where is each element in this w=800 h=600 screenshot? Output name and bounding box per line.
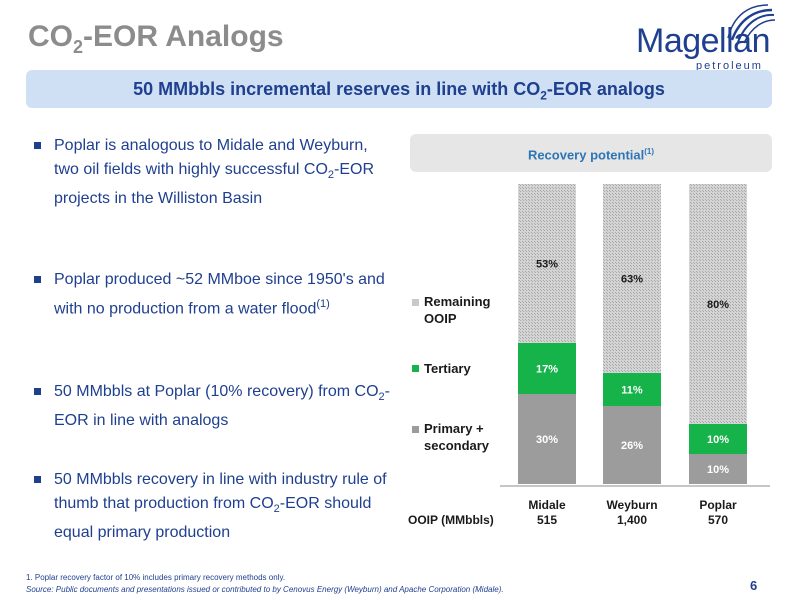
data-label: 53% [536, 259, 558, 271]
bullet-text-part: 50 MMbbls recovery in line with industry… [54, 471, 387, 512]
data-label: 26% [621, 440, 643, 452]
legend-swatch-remaining [412, 299, 419, 306]
recovery-potential-superscript: (1) [644, 147, 655, 156]
bar-segment-poplar-2 [689, 184, 747, 424]
logo-subtitle: petroleum [696, 60, 763, 72]
title-suffix: -EOR Analogs [83, 20, 284, 53]
legend-swatch-primary [412, 426, 419, 433]
legend-label: OOIP [424, 311, 457, 326]
bullet-text: 50 MMbbls at Poplar (10% recovery) from … [54, 380, 394, 433]
title-prefix: CO [28, 20, 73, 53]
bar-segment-poplar-0 [689, 454, 747, 484]
x-tick-label: Poplar [699, 498, 737, 512]
bullet-square-icon [34, 388, 41, 395]
banner-subscript: 2 [540, 88, 547, 103]
bar-segment-weyburn-1 [603, 373, 661, 406]
data-label: 10% [707, 434, 729, 446]
legend-label: Remaining [424, 294, 491, 309]
x-tick-label: Weyburn [606, 498, 657, 512]
page-title: CO2-EOR Analogs [28, 20, 284, 58]
banner-suffix: -EOR analogs [546, 79, 665, 99]
data-label: 63% [621, 274, 643, 286]
banner-prefix: 50 MMbbls incremental reserves in line w… [133, 79, 541, 99]
bullet-square-icon [34, 476, 41, 483]
ooip-value-label: 570 [708, 513, 728, 527]
legend-label: Primary + [424, 421, 484, 436]
bullet-text: Poplar is analogous to Midale and Weybur… [54, 134, 394, 211]
bar-segment-poplar-1 [689, 424, 747, 454]
bullet-text-part: -EOR in line with analogs [54, 383, 390, 430]
recovery-potential-header: Recovery potential(1) [410, 134, 772, 172]
bar-segment-midale-2 [518, 184, 576, 343]
page-number: 6 [750, 578, 758, 593]
legend-label: secondary [424, 438, 490, 453]
bullet-subscript: 2 [273, 503, 280, 516]
legend-item-tertiary: Tertiary [424, 360, 471, 377]
bullet-text: 50 MMbbls recovery in line with industry… [54, 468, 394, 545]
legend-item-remaining: Remaining OOIP [424, 293, 490, 327]
logo-wordmark: Magellan [636, 22, 770, 60]
source-note: Source: Public documents and presentatio… [26, 585, 504, 594]
footnote: 1. Poplar recovery factor of 10% include… [26, 573, 286, 582]
x-tick-label: Midale [528, 498, 566, 512]
bullet-text-part: -EOR should equal primary production [54, 495, 372, 542]
bullet-square-icon [34, 276, 41, 283]
bullet-text-part: Poplar produced ~52 MMboe since 1950's a… [54, 271, 385, 318]
data-label: 11% [621, 385, 643, 397]
logo-swoosh-icon [727, 4, 776, 44]
ooip-row-label: OOIP (MMbbls) [408, 513, 494, 527]
data-label: 17% [536, 364, 558, 376]
bullet-subscript: 2 [378, 391, 385, 404]
bullet-text-part: Poplar is analogous to Midale and Weybur… [54, 137, 368, 178]
bullet-text-part: 50 MMbbls at Poplar (10% recovery) from … [54, 383, 379, 400]
bar-segment-midale-1 [518, 343, 576, 394]
bar-segment-weyburn-2 [603, 184, 661, 373]
bullet-text: Poplar produced ~52 MMboe since 1950's a… [54, 268, 394, 321]
ooip-value-label: 515 [537, 513, 557, 527]
bar-segment-weyburn-0 [603, 406, 661, 484]
bar-segment-midale-0 [518, 394, 576, 484]
legend-swatch-tertiary [412, 365, 419, 372]
company-logo: Magellan petroleum [636, 4, 776, 76]
bullet-text-part: -EOR projects in the Williston Basin [54, 161, 375, 208]
bullet-subscript: 2 [327, 169, 335, 182]
recovery-potential-label: Recovery potential [527, 147, 645, 163]
ooip-value-label: 1,400 [617, 513, 647, 527]
data-label: 30% [536, 434, 558, 446]
bullet-square-icon [34, 142, 41, 149]
headline-banner: 50 MMbbls incremental reserves in line w… [26, 70, 772, 108]
data-label: 10% [707, 464, 729, 476]
bullet-superscript: (1) [316, 298, 330, 310]
legend-label: Tertiary [424, 361, 471, 376]
title-subscript: 2 [73, 37, 84, 57]
legend-item-primary: Primary + secondary [424, 420, 489, 454]
data-label: 80% [707, 299, 729, 311]
